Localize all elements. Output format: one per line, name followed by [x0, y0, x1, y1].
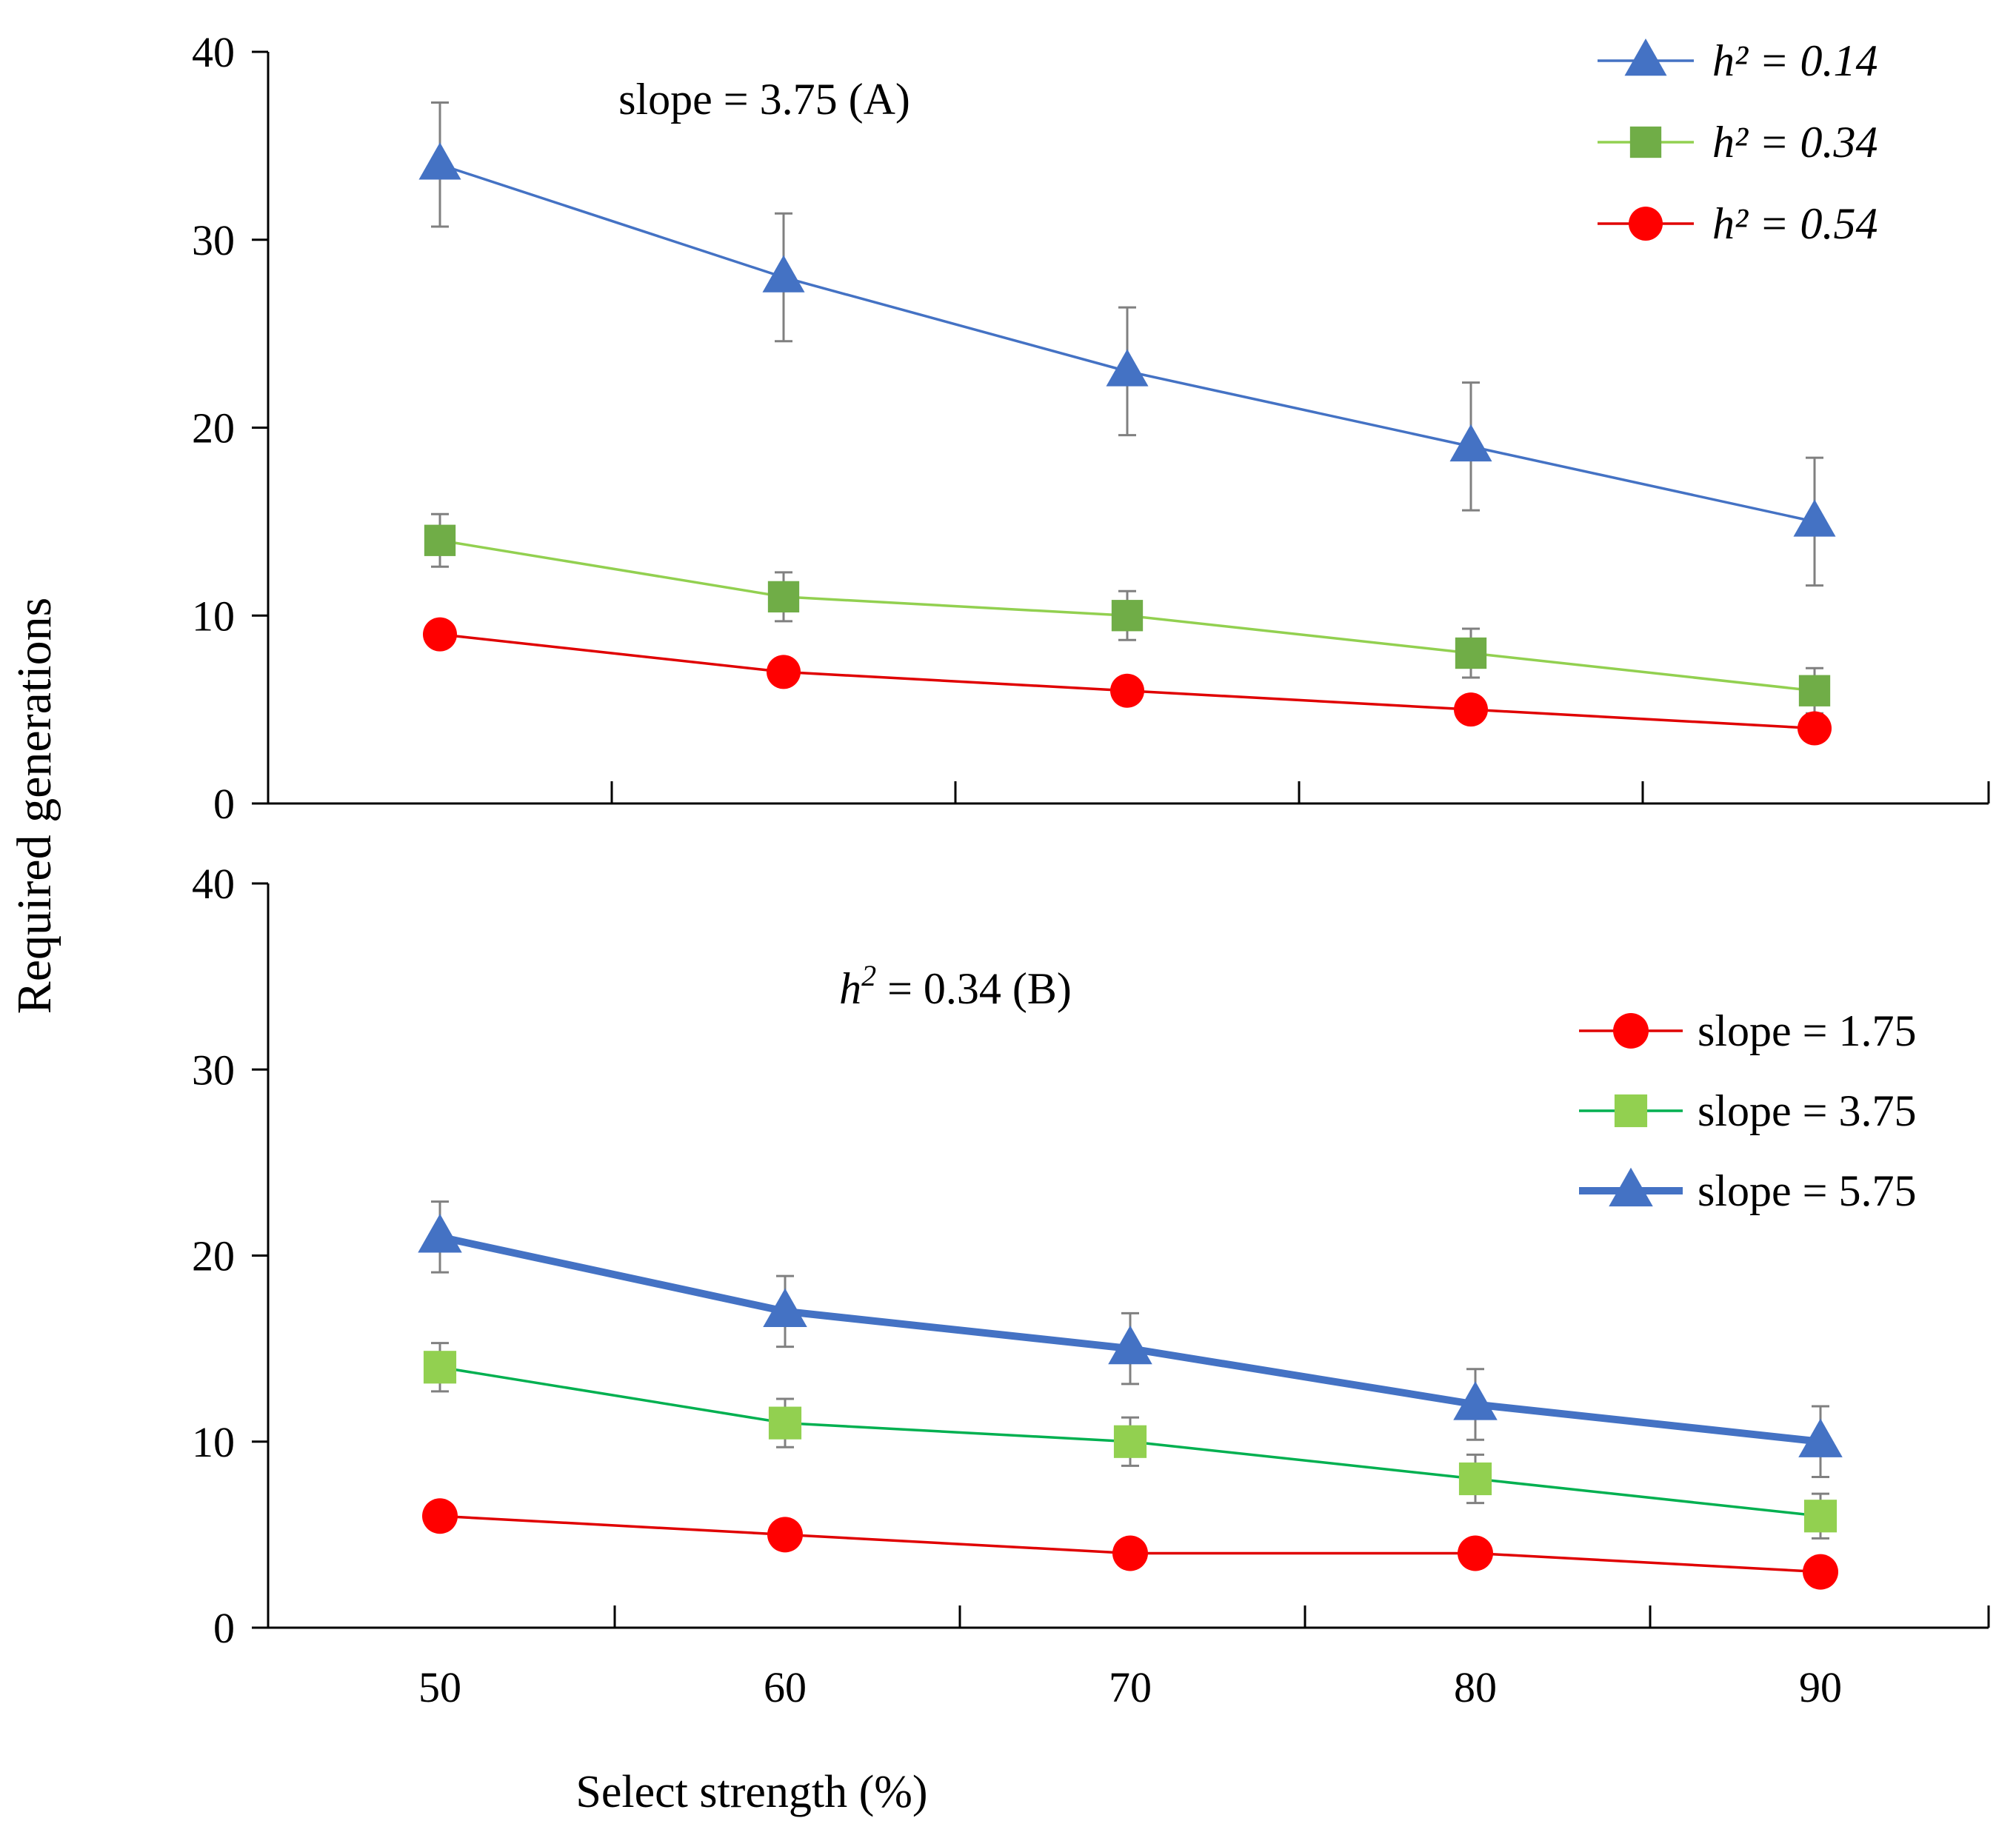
panel-b-y-tick-label: 30: [192, 1046, 235, 1094]
panel-b-marker-circle: [1112, 1535, 1148, 1571]
x-axis-label: Select strength (%): [575, 1767, 927, 1817]
panel-b-annotation-rest: = 0.34 (B): [876, 964, 1072, 1013]
panel-b-x-tick-label: 80: [1454, 1663, 1497, 1711]
panel-a-annotation: slope = 3.75 (A): [618, 75, 910, 124]
panel-a-marker-triangle: [1106, 349, 1149, 387]
panel-b-marker-circle: [1458, 1535, 1493, 1571]
panel-a-y-tick-label: 0: [213, 780, 235, 828]
panel-b-x-tick-label: 60: [764, 1663, 807, 1711]
y-axis-label: Required generations: [7, 598, 61, 1015]
panel-a-y-tick-label: 40: [192, 28, 235, 76]
panel-a-y-tick-label: 20: [192, 404, 235, 452]
panel-b-legend-marker: [1614, 1094, 1648, 1128]
panel-b-marker-square: [1458, 1462, 1492, 1496]
panel-b-marker-square: [423, 1351, 457, 1384]
panel-a-marker-square: [1455, 637, 1487, 669]
panel-b-marker-square: [1113, 1425, 1147, 1458]
panel-b-marker-triangle: [1798, 1418, 1843, 1457]
panel-b-marker-square: [1803, 1500, 1838, 1533]
panel-b-marker-triangle: [1108, 1325, 1152, 1365]
panel-a-marker-circle: [1798, 711, 1832, 746]
panel-b-x-tick-label: 90: [1799, 1663, 1842, 1711]
panel-b-markers: [418, 1214, 1843, 1590]
panel-b-annotation-sup: 2: [861, 959, 876, 992]
panel-b-marker-circle: [422, 1498, 458, 1534]
panel-b: 0 10 20 30 40 50 60 70 80 90 h2 = 0.34 (B) slope…: [192, 860, 1990, 1711]
panel-a-legend-marker: [1624, 39, 1667, 76]
panel-b-marker-triangle: [763, 1288, 807, 1328]
panel-a-marker-square: [424, 524, 456, 556]
panel-a-y-tick-label: 30: [192, 216, 235, 264]
panel-a-markers: [418, 142, 1836, 746]
panel-b-marker-square: [768, 1406, 802, 1440]
panel-a-legend-label: h² = 0.14: [1712, 36, 1878, 85]
panel-b-legend: slope = 1.75 slope = 3.75 slope = 5.75: [1579, 1006, 1917, 1215]
panel-b-marker-triangle: [1453, 1381, 1498, 1420]
panel-b-x-tick-labels: 50 60 70 80 90: [418, 1663, 1842, 1711]
panel-b-y-tick-label: 40: [192, 860, 235, 908]
panel-a-marker-circle: [1110, 673, 1144, 708]
panel-a-marker-triangle: [1449, 424, 1492, 462]
panel-b-annotation: h2 = 0.34 (B): [839, 959, 1072, 1013]
panel-b-y-tick-label: 20: [192, 1232, 235, 1280]
panel-b-marker-circle: [1803, 1554, 1838, 1590]
panel-a-marker-triangle: [762, 255, 805, 293]
panel-a-y-tick-labels: 0 10 20 30 40: [192, 28, 235, 828]
panel-b-legend-marker: [1613, 1013, 1649, 1049]
panel-b-legend-marker: [1609, 1167, 1653, 1207]
panel-a-marker-square: [1798, 675, 1831, 706]
panel-a-legend-marker: [1629, 126, 1662, 158]
panel-b-marker-triangle: [418, 1214, 462, 1253]
panel-b-marker-circle: [767, 1517, 803, 1553]
panel-a-marker-triangle: [1793, 499, 1836, 537]
panel-a-marker-circle: [1454, 692, 1488, 727]
panel-b-annotation-h: h: [839, 964, 861, 1013]
panel-b-y-tick-labels: 0 10 20 30 40: [192, 860, 235, 1652]
panel-a-marker-square: [767, 581, 800, 613]
panel-b-x-tick-label: 70: [1109, 1663, 1152, 1711]
panel-b-legend-label: slope = 1.75: [1698, 1006, 1917, 1055]
panel-a-marker-circle: [423, 617, 457, 652]
panel-a-legend-label: h² = 0.34: [1712, 118, 1878, 167]
panel-b-legend-label: slope = 5.75: [1698, 1166, 1917, 1215]
panel-a-legend: h² = 0.14 h² = 0.34 h² = 0.54: [1598, 36, 1878, 248]
panel-a-marker-circle: [767, 655, 801, 689]
panel-b-y-tick-label: 0: [213, 1604, 235, 1652]
panel-b-axes: [252, 882, 1990, 1629]
panel-a-legend-label: h² = 0.54: [1712, 199, 1878, 248]
panel-b-y-tick-label: 10: [192, 1418, 235, 1466]
panel-a-axes: [252, 50, 1990, 805]
panel-a-marker-triangle: [418, 142, 461, 180]
panel-a-marker-square: [1111, 600, 1144, 632]
panel-b-x-tick-label: 50: [418, 1663, 461, 1711]
panel-a-legend-marker: [1629, 207, 1663, 241]
panel-b-legend-label: slope = 3.75: [1698, 1086, 1917, 1135]
panel-a-y-tick-label: 10: [192, 592, 235, 640]
